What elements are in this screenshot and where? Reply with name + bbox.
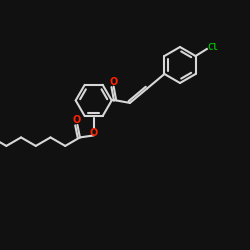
Text: Cl: Cl [208, 43, 218, 52]
Text: O: O [73, 116, 81, 126]
Text: O: O [90, 128, 98, 138]
Text: O: O [109, 77, 117, 87]
